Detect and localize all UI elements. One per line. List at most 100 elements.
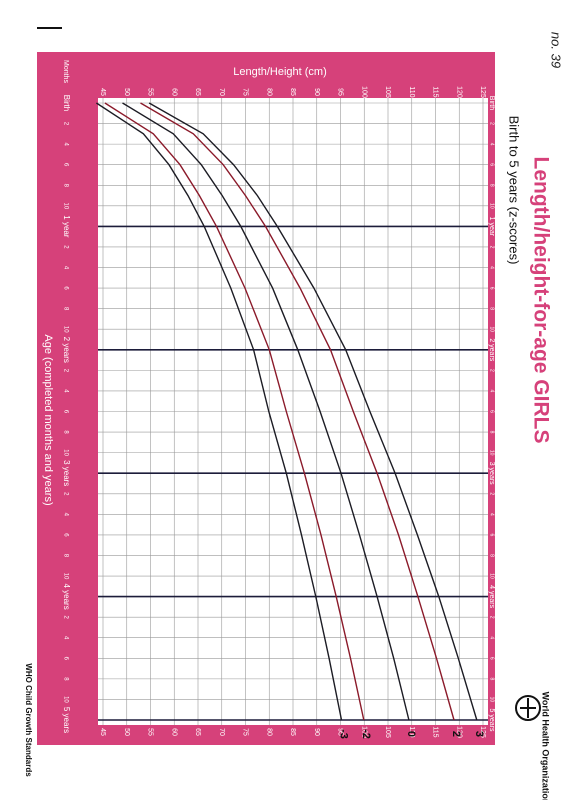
y-tick-label: 90	[313, 88, 320, 96]
y-tick-label: 80	[265, 88, 272, 96]
chart-subtitle: Birth to 5 years (z-scores)	[507, 116, 522, 265]
y-tick-label: 65	[194, 88, 201, 96]
x-tick-label: 2	[62, 245, 68, 249]
y-tick-label: 85	[289, 728, 296, 736]
x-tick-label: 8	[62, 677, 68, 681]
y-tick-label: 120	[455, 726, 462, 738]
series-line	[140, 102, 455, 721]
note: no. 39	[549, 32, 564, 68]
footer: WHO Child Growth Standards	[24, 663, 33, 777]
x-tick-label: 2 years	[62, 337, 71, 363]
x-tick-label: 2	[62, 615, 68, 619]
y-tick-label: 70	[218, 728, 225, 736]
x-tick-label: 10	[62, 573, 68, 580]
x-tick-label: 8	[62, 554, 68, 558]
x-tick-label: 10	[489, 697, 495, 703]
y-tick-label: 45	[99, 88, 106, 96]
y-tick-label: 80	[265, 728, 272, 736]
series-label: -3	[338, 729, 350, 739]
logo-text: World Health Organization	[541, 692, 551, 800]
x-tick-label: 4 years	[488, 585, 495, 608]
y-tick-label: 65	[194, 728, 201, 736]
x-tick-label: 6	[62, 286, 68, 290]
y-tick-label: 75	[242, 88, 249, 96]
x-tick-label: 6	[62, 410, 68, 414]
x-tick-label: 4	[489, 636, 495, 639]
x-tick-label: 10	[489, 450, 495, 456]
x-tick-label: 4	[62, 636, 68, 640]
x-tick-label: 10	[489, 326, 495, 332]
series-label: 0	[405, 731, 417, 737]
x-tick-label: 4	[489, 266, 495, 269]
y-tick-label: 100	[360, 726, 367, 738]
x-tick-label: 4	[62, 142, 68, 146]
y-tick-label: 50	[123, 88, 130, 96]
series-label: -2	[360, 729, 372, 739]
x-tick-label: 2	[489, 246, 495, 249]
y-tick-label: 120	[455, 86, 462, 98]
x-tick-label: 5 years	[62, 707, 71, 733]
x-tick-label: 4	[489, 513, 495, 516]
y-tick-label: 125	[479, 86, 486, 98]
x-tick-label: 10	[62, 326, 68, 333]
chart-title: Length/height-for-age GIRLS	[529, 157, 552, 444]
x-unit-label: Months	[62, 60, 69, 83]
series-line	[104, 102, 365, 721]
y-tick-label: 90	[313, 728, 320, 736]
x-tick-label: 8	[489, 677, 495, 680]
x-tick-label: 10	[62, 202, 68, 209]
logo-mark	[520, 698, 536, 718]
x-tick-label: 1 year	[62, 215, 71, 238]
y-tick-label: 45	[99, 728, 106, 736]
x-tick-label: 10	[62, 449, 68, 456]
x-tick-label: 8	[62, 184, 68, 188]
y-tick-label: 115	[432, 86, 439, 97]
series-label: 2	[450, 731, 462, 737]
x-tick-label: Birth	[488, 96, 495, 111]
x-tick-label: 4 years	[62, 583, 71, 609]
series-label: 3	[473, 731, 485, 737]
x-tick-label: 6	[489, 657, 495, 660]
x-tick-label: 4	[489, 143, 495, 146]
x-tick-label: 2	[62, 122, 68, 126]
y-tick-label: 95	[337, 728, 344, 736]
x-tick-label: 4	[62, 389, 68, 393]
x-tick-label: Birth	[62, 95, 71, 111]
y-tick-label: 50	[123, 728, 130, 736]
x-tick-label: 6	[489, 287, 495, 290]
x-tick-label: 4	[489, 390, 495, 393]
y-tick-label: 95	[337, 88, 344, 96]
y-axis-label: Length/Height (cm)	[233, 66, 327, 78]
y-tick-label: 110	[408, 726, 415, 737]
y-tick-label: 105	[384, 86, 391, 98]
x-tick-label: 8	[489, 554, 495, 557]
x-tick-label: 5 years	[488, 709, 495, 732]
y-tick-label: 85	[289, 88, 296, 96]
x-tick-label: 10	[62, 696, 68, 703]
x-tick-label: 4	[62, 513, 68, 517]
x-tick-label: 3 years	[62, 460, 71, 486]
x-tick-label: 2	[489, 122, 495, 125]
x-tick-label: 2	[489, 492, 495, 495]
series-line	[148, 102, 478, 721]
x-tick-label: 8	[489, 184, 495, 187]
x-tick-label: 4	[62, 266, 68, 270]
x-tick-label: 2	[62, 492, 68, 496]
x-tick-label: 3 years	[488, 462, 495, 485]
y-tick-label: 75	[242, 728, 249, 736]
x-tick-label: 6	[62, 657, 68, 661]
x-axis-label: Age (completed months and years)	[42, 334, 54, 505]
series-line	[96, 102, 343, 721]
x-tick-label: 6	[62, 533, 68, 537]
x-tick-label: 8	[62, 307, 68, 311]
x-tick-label: 10	[489, 203, 495, 209]
x-tick-label: 8	[489, 307, 495, 310]
series-line	[122, 102, 410, 721]
x-tick-label: 8	[489, 431, 495, 434]
y-tick-label: 55	[147, 88, 154, 96]
x-tick-label: 10	[489, 573, 495, 579]
y-tick-label: 115	[432, 726, 439, 737]
y-tick-label: 55	[147, 728, 154, 736]
x-tick-label: 6	[489, 163, 495, 166]
